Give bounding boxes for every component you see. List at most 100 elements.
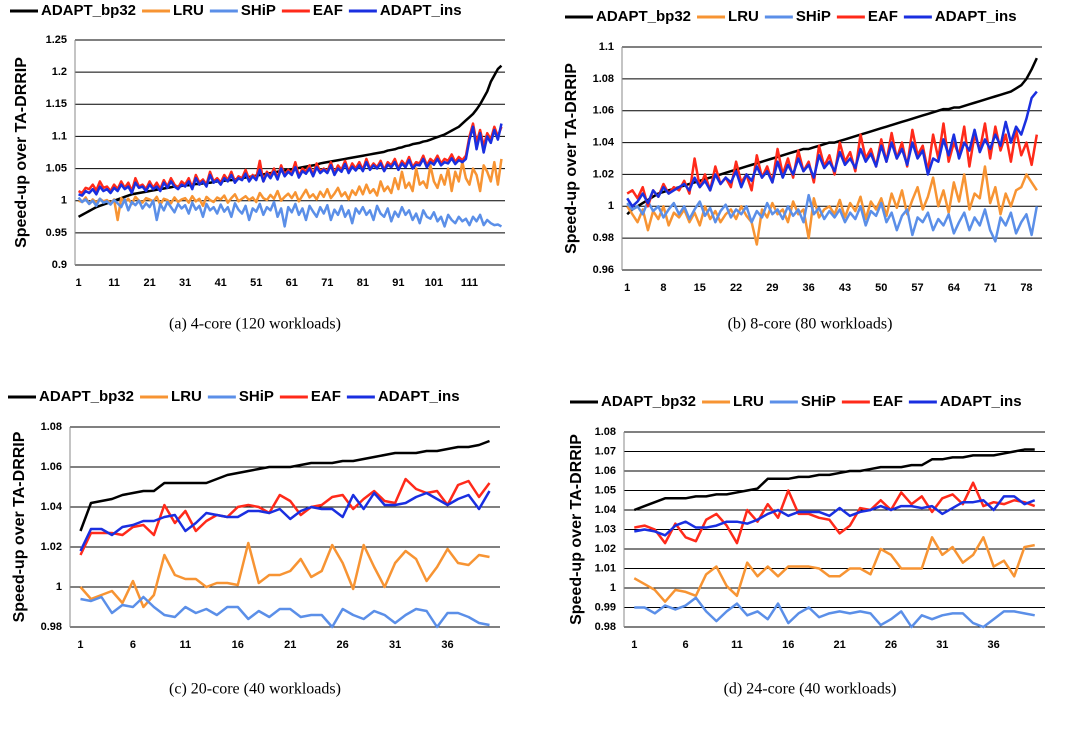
x-tick-label: 22 xyxy=(730,282,742,294)
series-line xyxy=(79,439,490,532)
y-tick-label: 0.98 xyxy=(593,232,614,244)
y-tick-label: 0.9 xyxy=(52,259,67,271)
series-line xyxy=(626,193,1039,243)
x-tick-label: 16 xyxy=(232,639,244,651)
y-tick-label: 1.01 xyxy=(595,562,616,574)
x-tick-label: 15 xyxy=(694,282,706,294)
y-tick-label: 1 xyxy=(61,195,67,207)
legend-label: LRU xyxy=(728,8,759,25)
x-tick-label: 50 xyxy=(875,282,887,294)
x-tick-label: 1 xyxy=(77,639,83,651)
x-tick-label: 31 xyxy=(936,639,948,651)
x-tick-label: 61 xyxy=(286,277,298,289)
legend-label: EAF xyxy=(311,388,341,405)
series-line xyxy=(79,490,491,552)
legend-label: EAF xyxy=(313,2,343,19)
x-tick-label: 11 xyxy=(180,639,192,651)
x-tick-label: 6 xyxy=(130,639,136,651)
x-tick-label: 1 xyxy=(631,639,637,651)
legend-label: ADAPT_ins xyxy=(940,393,1022,410)
legend-label: SHiP xyxy=(239,388,274,405)
series-line xyxy=(633,448,1035,512)
legend-label: ADAPT_bp32 xyxy=(39,388,134,405)
x-tick-label: 81 xyxy=(357,277,369,289)
x-tick-label: 31 xyxy=(389,639,401,651)
series-line xyxy=(634,596,1035,629)
legend-label: ADAPT_bp32 xyxy=(41,2,136,19)
x-tick-label: 21 xyxy=(834,639,846,651)
y-axis-label: Speed-up over TA-DRRIP xyxy=(13,57,30,248)
x-tick-label: 6 xyxy=(683,639,689,651)
y-tick-label: 1.08 xyxy=(593,73,614,85)
y-tick-label: 1 xyxy=(608,200,614,212)
x-tick-label: 111 xyxy=(461,277,478,289)
x-tick-label: 11 xyxy=(108,277,120,289)
y-tick-label: 0.98 xyxy=(595,621,616,633)
y-tick-label: 1.02 xyxy=(593,168,614,180)
series-line xyxy=(77,64,503,218)
y-tick-label: 0.96 xyxy=(593,264,614,276)
legend-label: LRU xyxy=(173,2,204,19)
y-tick-label: 1.25 xyxy=(46,34,67,46)
legend-label: ADAPT_bp32 xyxy=(601,393,696,410)
y-tick-label: 1.08 xyxy=(41,421,62,433)
x-tick-label: 8 xyxy=(660,282,666,294)
y-tick-label: 0.98 xyxy=(41,621,62,633)
x-tick-label: 78 xyxy=(1020,282,1032,294)
y-tick-label: 1.02 xyxy=(41,541,62,553)
y-axis-label: Speed-up over TA-DRRIP xyxy=(11,431,28,622)
x-tick-label: 51 xyxy=(250,277,262,289)
series-line xyxy=(626,57,1038,216)
legend-label: ADAPT_ins xyxy=(380,2,462,19)
legend-label: ADAPT_ins xyxy=(378,388,460,405)
series-line xyxy=(80,595,490,629)
y-tick-label: 1.06 xyxy=(593,105,614,117)
x-tick-label: 1 xyxy=(75,277,81,289)
y-tick-label: 1 xyxy=(610,582,616,594)
series-line xyxy=(626,90,1038,208)
caption: (d) 24-core (40 workloads) xyxy=(724,681,897,698)
y-tick-label: 1.1 xyxy=(52,130,67,142)
y-axis-label: Speed-up over TA-DRRIP xyxy=(568,434,585,625)
legend-label: EAF xyxy=(868,8,898,25)
y-tick-label: 1.04 xyxy=(41,501,63,513)
x-tick-label: 26 xyxy=(885,639,897,651)
legend-label: ADAPT_bp32 xyxy=(596,8,691,25)
series-line xyxy=(78,123,503,197)
x-tick-label: 36 xyxy=(803,282,815,294)
x-tick-label: 36 xyxy=(441,639,453,651)
legend-label: ADAPT_ins xyxy=(935,8,1017,25)
y-tick-label: 0.95 xyxy=(46,227,67,239)
caption: (a) 4-core (120 workloads) xyxy=(169,316,341,333)
y-tick-label: 1.08 xyxy=(595,426,616,438)
y-tick-label: 1.03 xyxy=(595,523,616,535)
x-tick-label: 31 xyxy=(179,277,191,289)
y-tick-label: 1.02 xyxy=(595,543,616,555)
y-tick-label: 1.06 xyxy=(595,465,616,477)
series-line xyxy=(79,477,491,556)
series-line xyxy=(634,495,1036,537)
x-tick-label: 43 xyxy=(839,282,851,294)
series-line xyxy=(77,196,503,228)
caption: (b) 8-core (80 workloads) xyxy=(728,316,893,333)
y-tick-label: 1.04 xyxy=(595,504,617,516)
series-line xyxy=(78,158,503,222)
legend-label: SHiP xyxy=(241,2,276,19)
y-tick-label: 1.1 xyxy=(599,41,614,53)
x-tick-label: 1 xyxy=(624,282,630,294)
caption: (c) 20-core (40 workloads) xyxy=(169,681,341,698)
x-tick-label: 91 xyxy=(392,277,404,289)
x-tick-label: 71 xyxy=(321,277,333,289)
x-tick-label: 16 xyxy=(782,639,794,651)
legend-label: SHiP xyxy=(801,393,836,410)
x-tick-label: 71 xyxy=(984,282,996,294)
x-tick-label: 64 xyxy=(948,282,961,294)
y-tick-label: 1.05 xyxy=(46,162,67,174)
x-tick-label: 21 xyxy=(144,277,156,289)
y-tick-label: 1.2 xyxy=(52,66,67,78)
x-tick-label: 21 xyxy=(284,639,296,651)
legend-label: EAF xyxy=(873,393,903,410)
